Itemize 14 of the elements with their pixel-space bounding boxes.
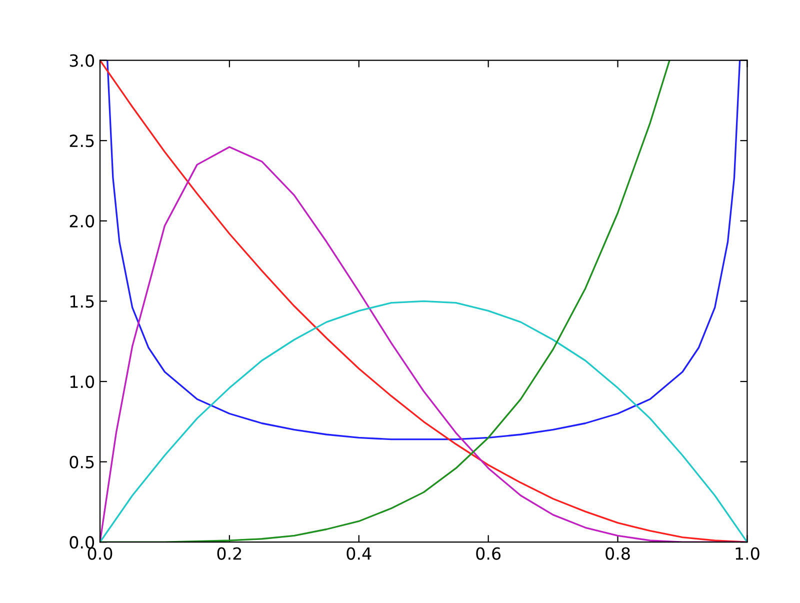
- x-tick-label: 0.4: [346, 547, 372, 560]
- y-tick-label: 2.0: [70, 214, 94, 228]
- line-series: [106, 60, 741, 440]
- y-tick-label: 0.5: [70, 456, 94, 468]
- y-tick-label: 3.0: [70, 54, 94, 67]
- x-tick-label: 0.0: [88, 547, 112, 560]
- x-tick-label: 0.6: [476, 547, 501, 560]
- x-tick-label: 1.0: [736, 547, 760, 560]
- y-tick-label: 2.5: [70, 134, 94, 148]
- x-tick-label: 0.8: [606, 547, 630, 560]
- y-tick-label: 1.0: [70, 375, 94, 388]
- x-tick-label: 0.2: [217, 547, 242, 560]
- y-tick-label: 1.5: [70, 295, 94, 308]
- y-tick-label: 0.0: [70, 536, 94, 549]
